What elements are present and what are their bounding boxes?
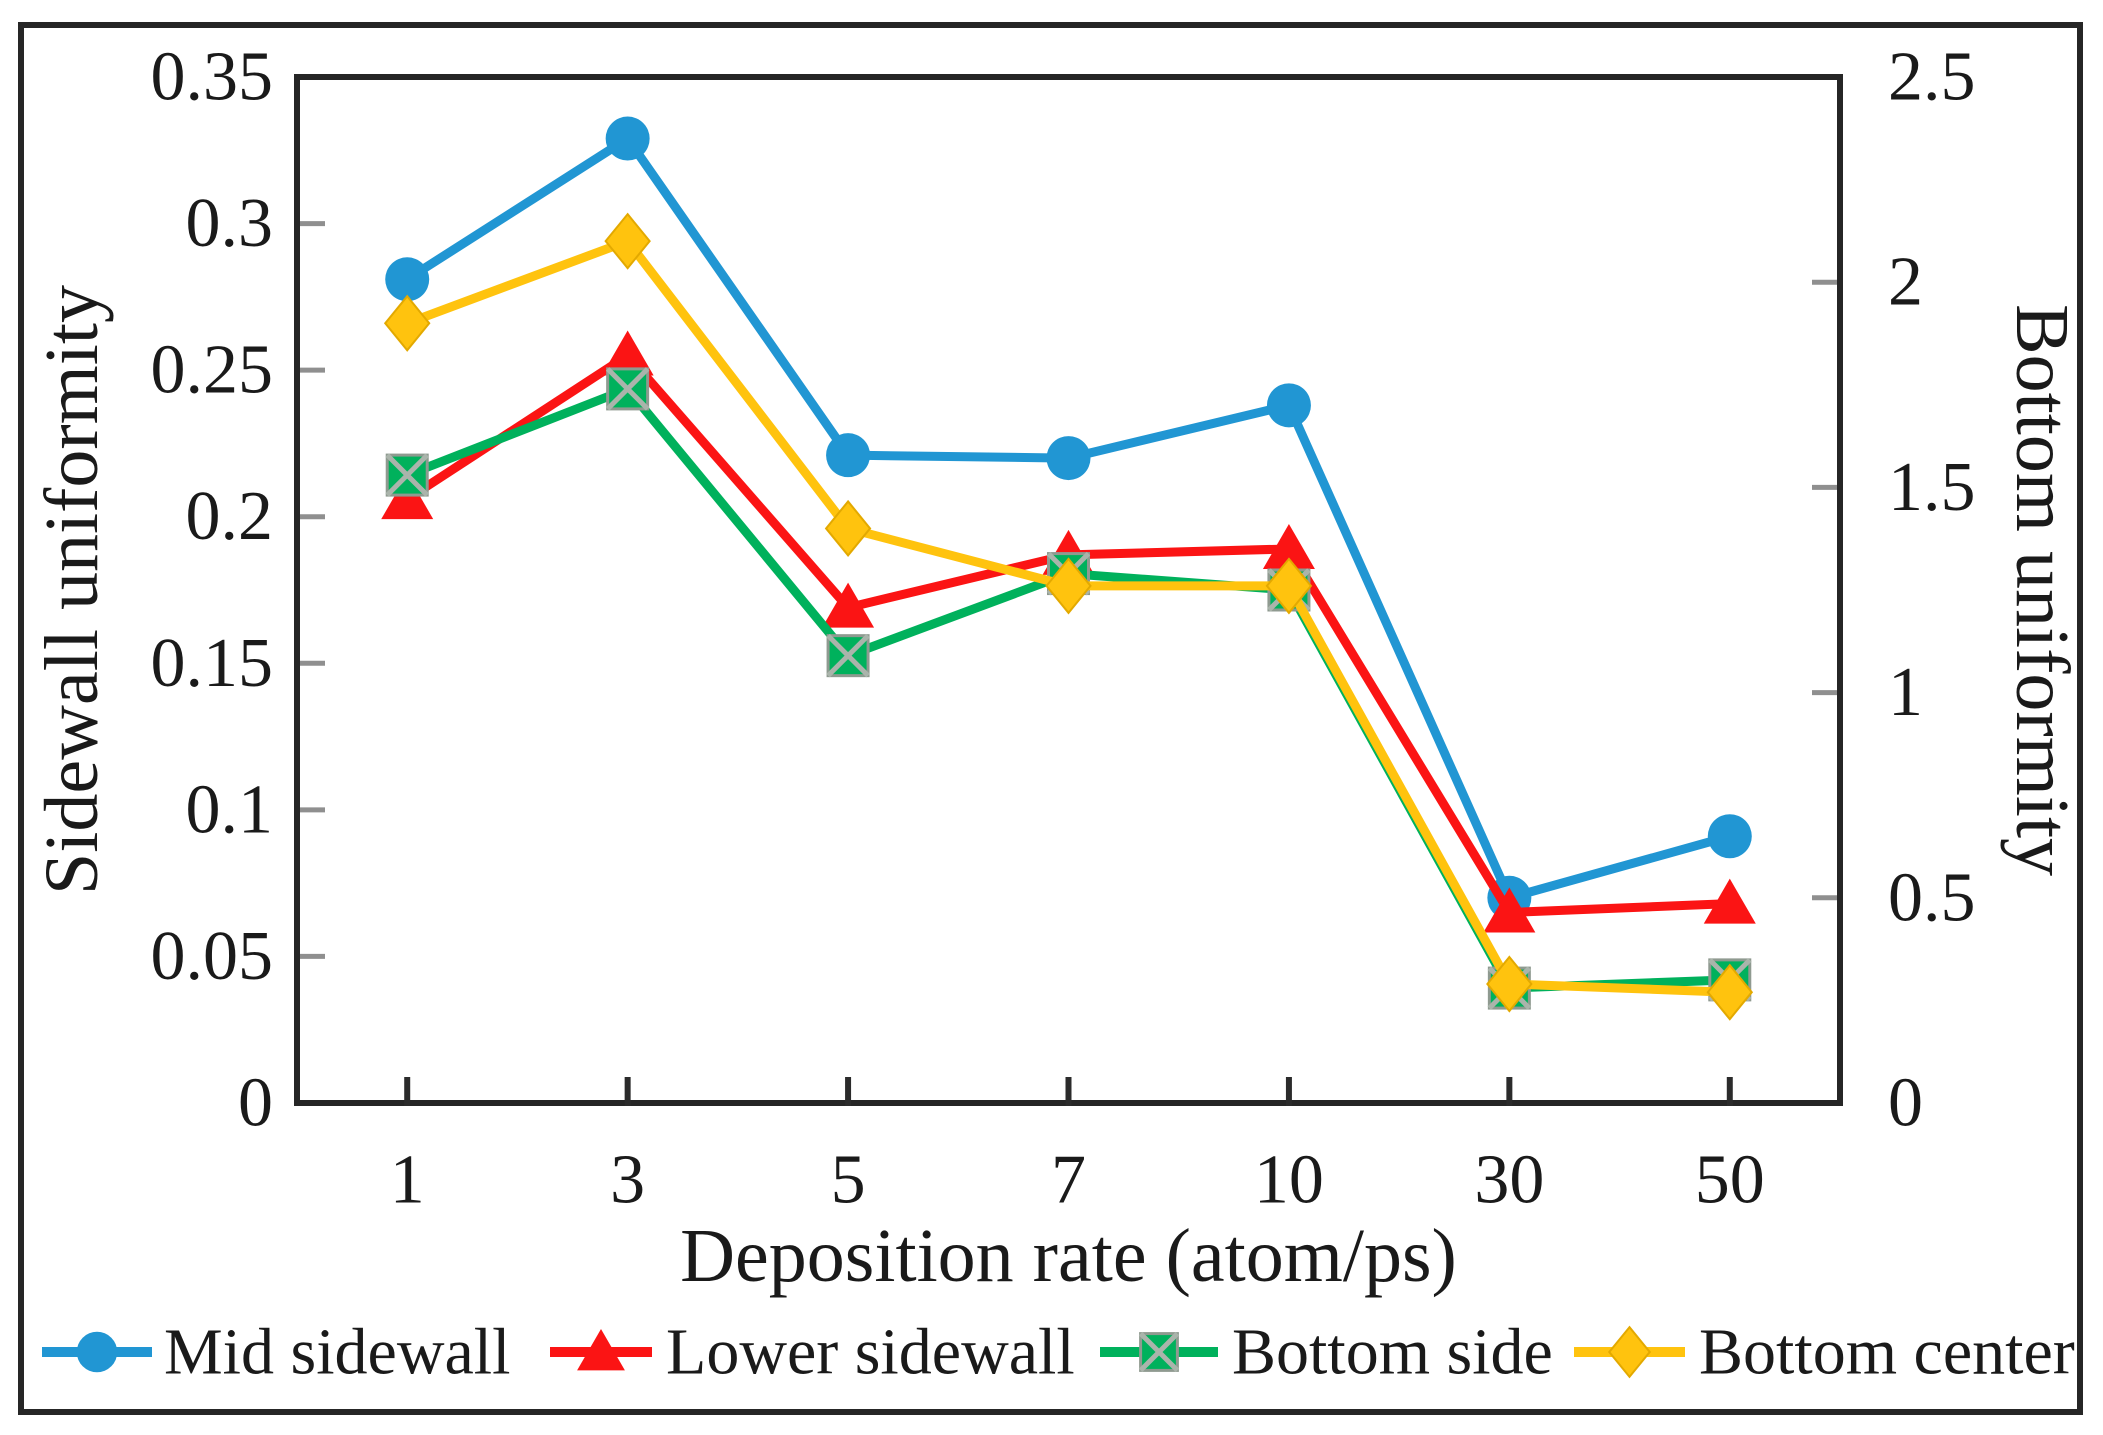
legend-label: Bottom center xyxy=(1699,1316,2075,1389)
data-point-marker xyxy=(1706,963,1754,1021)
data-point-marker xyxy=(1703,878,1756,924)
x-axis-tick-label: 7 xyxy=(1051,1142,1086,1219)
right-axis-title: Bottom uniformity xyxy=(2000,304,2084,876)
data-point-marker xyxy=(1045,557,1092,615)
data-point-marker-x xyxy=(826,633,870,678)
x-axis-tick-label: 3 xyxy=(610,1142,645,1219)
data-point-marker xyxy=(1046,436,1091,481)
data-point-marker xyxy=(1262,523,1315,569)
left-axis-tick-label: 0.2 xyxy=(186,478,274,555)
data-point-marker xyxy=(577,1329,625,1371)
legend: Mid sidewall Lower sidewall Bottom side Bot… xyxy=(42,1316,2075,1389)
data-point-marker xyxy=(1266,383,1311,428)
series-lower-sidewall xyxy=(381,330,1756,933)
data-point-marker xyxy=(385,257,430,302)
data-point-marker xyxy=(826,433,871,478)
data-point-marker-x xyxy=(385,453,429,497)
data-point-marker xyxy=(1607,1325,1652,1379)
right-axis-tick-label: 1 xyxy=(1888,654,1923,731)
data-point-marker-x xyxy=(605,367,650,411)
x-axis-tick-label: 50 xyxy=(1695,1142,1765,1219)
data-point-marker xyxy=(604,212,651,270)
legend-item-mid-sidewall: Mid sidewall xyxy=(42,1316,510,1389)
x-axis-tick-label: 1 xyxy=(390,1142,425,1219)
legend-label: Lower sidewall xyxy=(666,1316,1075,1389)
data-point-marker-x xyxy=(1138,1331,1180,1373)
data-point-marker xyxy=(381,474,434,520)
right-axis-tick-label: 0.5 xyxy=(1888,859,1976,936)
left-axis-tick-label: 0.35 xyxy=(151,39,274,116)
left-axis-tick-label: 0 xyxy=(238,1065,273,1142)
data-point-marker xyxy=(605,116,650,161)
data-point-marker xyxy=(1483,887,1536,933)
left-axis-tick-label: 0.3 xyxy=(186,185,274,262)
x-axis: 1 3 5 7 10 30 50 Deposition rate (atom/ps) xyxy=(390,1077,1765,1298)
legend-item-bottom-center: Bottom center xyxy=(1574,1316,2075,1389)
data-point-marker xyxy=(383,294,431,352)
left-axis-tick-label: 0.05 xyxy=(151,918,274,995)
legend-item-bottom-side: Bottom side xyxy=(1100,1316,1553,1389)
series-line-bottom-center xyxy=(402,236,1735,997)
right-axis-tick-label: 2 xyxy=(1888,244,1923,321)
data-point-marker xyxy=(824,499,872,558)
left-axis-tick-label: 0.1 xyxy=(186,771,274,848)
data-point-marker xyxy=(1707,814,1752,859)
x-axis-tick-label: 5 xyxy=(831,1142,866,1219)
data-point-marker xyxy=(76,1331,118,1373)
legend-label: Bottom side xyxy=(1232,1316,1553,1389)
x-axis-tick-label: 10 xyxy=(1254,1142,1324,1219)
right-axis-tick-label: 2.5 xyxy=(1888,39,1976,116)
left-axis-tick-label: 0.25 xyxy=(151,332,274,409)
left-axis: 0 0.05 0.1 0.15 0.2 0.25 0.3 0.35 Sidewall unifo… xyxy=(30,39,325,1142)
data-point-marker xyxy=(1486,955,1533,1013)
data-point-marker xyxy=(1265,557,1313,615)
x-axis-title: Deposition rate (atom/ps) xyxy=(680,1214,1457,1298)
data-point-marker xyxy=(601,330,654,376)
x-axis-tick-label: 30 xyxy=(1474,1142,1544,1219)
legend-label: Mid sidewall xyxy=(164,1316,510,1389)
left-axis-title: Sidewall uniformity xyxy=(30,285,114,895)
data-point-marker xyxy=(822,582,875,628)
series-mid-sidewall xyxy=(385,116,1752,920)
legend-item-lower-sidewall: Lower sidewall xyxy=(550,1316,1075,1389)
series-bottom-center xyxy=(383,212,1754,1021)
right-axis: 0 0.5 1 1.5 2 2.5 Bottom uniformity xyxy=(1812,39,2084,1142)
left-axis-tick-label: 0.15 xyxy=(151,625,274,702)
right-axis-tick-label: 0 xyxy=(1888,1065,1923,1142)
right-axis-tick-label: 1.5 xyxy=(1888,449,1976,526)
figure-border xyxy=(18,22,2083,1415)
